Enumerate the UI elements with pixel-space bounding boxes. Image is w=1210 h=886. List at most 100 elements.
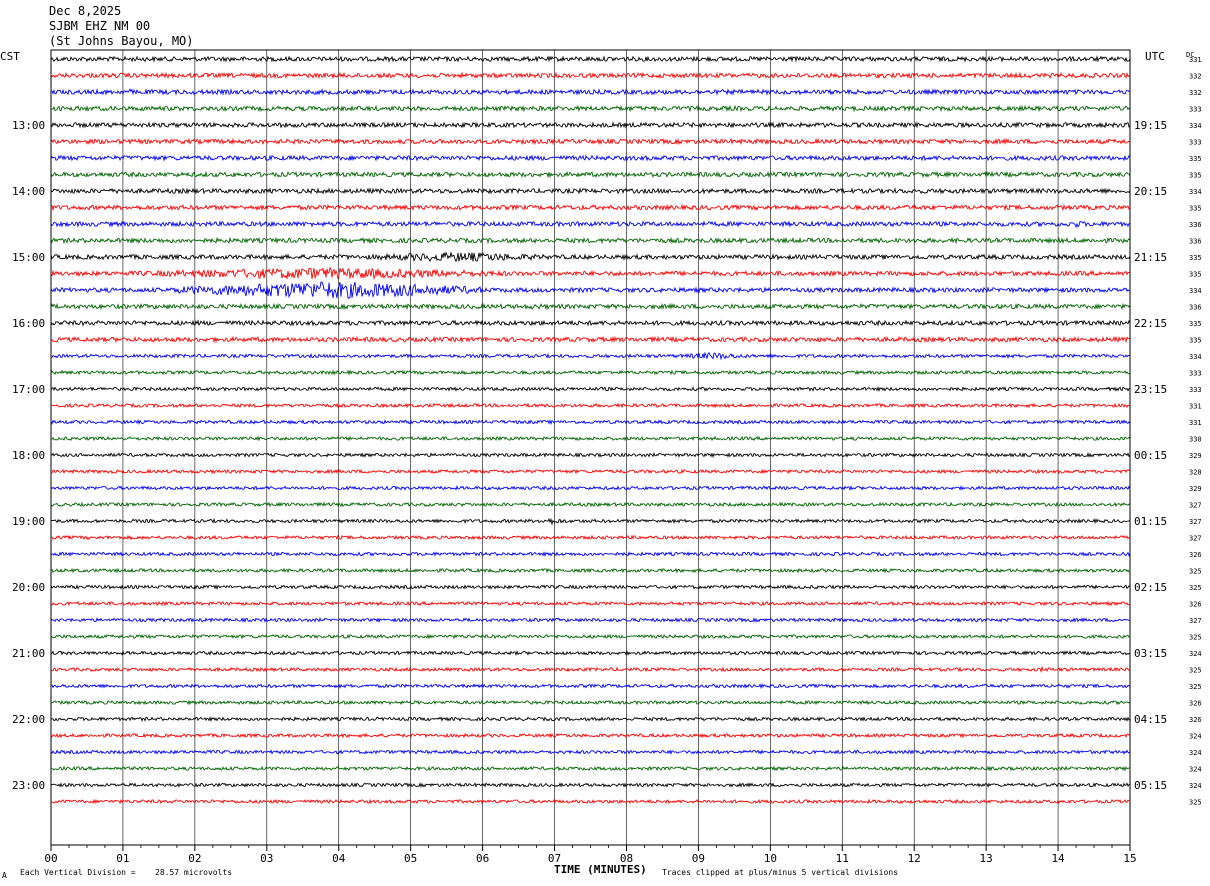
trace-row-14 <box>50 281 1131 299</box>
trace-row-0 <box>50 55 1131 63</box>
trace-row-6 <box>50 154 1131 162</box>
x-tick-label: 05 <box>404 852 417 865</box>
left-hour-label: 22:00 <box>12 713 45 726</box>
left-hour-label: 21:00 <box>12 647 45 660</box>
trace-row-2 <box>50 88 1131 96</box>
trace-row-36 <box>50 650 1131 656</box>
right-zone-label: UTC <box>1145 50 1165 63</box>
dc-offset-label: 329 <box>1189 485 1202 493</box>
trace-row-32 <box>50 584 1131 591</box>
trace-row-20 <box>50 386 1131 392</box>
dc-offset-label: 336 <box>1189 304 1202 312</box>
dc-offset-label: 326 <box>1189 716 1202 724</box>
dc-offset-label: 335 <box>1189 271 1202 279</box>
right-hour-label: 01:15 <box>1134 515 1167 528</box>
trace-row-13 <box>50 266 1131 280</box>
dc-offset-label: 332 <box>1189 73 1202 81</box>
trace-row-8 <box>50 187 1131 195</box>
trace-row-44 <box>50 782 1131 788</box>
clip-note: Traces clipped at plus/minus 5 vertical … <box>662 868 899 877</box>
dc-offset-label: 335 <box>1189 254 1202 262</box>
left-hour-label: 19:00 <box>12 515 45 528</box>
right-hour-label: 21:15 <box>1134 251 1167 264</box>
division-value: 28.57 microvolts <box>155 868 233 877</box>
label-layer: CST UTC DC 00 01 02 03 04 05 06 07 08 09 10 11 12 13 1… <box>0 50 1202 865</box>
dc-offset-label: 327 <box>1189 518 1202 526</box>
dc-offset-label: 336 <box>1189 238 1202 246</box>
x-tick-label: 04 <box>332 852 346 865</box>
left-hour-label: 14:00 <box>12 185 45 198</box>
x-tick-label: 10 <box>764 852 777 865</box>
dc-offset-label: 335 <box>1189 155 1202 163</box>
x-tick-label: 08 <box>620 852 633 865</box>
x-tick-label: 02 <box>188 852 201 865</box>
dc-offset-label: 325 <box>1189 584 1202 592</box>
trace-row-27 <box>50 501 1131 508</box>
trace-row-11 <box>50 236 1131 245</box>
x-tick-label: 13 <box>980 852 993 865</box>
dc-offset-label: 336 <box>1189 221 1202 229</box>
trace-row-3 <box>50 104 1131 113</box>
dc-offset-label: 335 <box>1189 337 1202 345</box>
dc-label: DC <box>1186 51 1194 59</box>
dc-offset-label: 325 <box>1189 667 1202 675</box>
x-tick-label: 09 <box>692 852 705 865</box>
dc-offset-label: 330 <box>1189 436 1202 444</box>
dc-offset-label: 331 <box>1189 56 1202 64</box>
dc-offset-label: 327 <box>1189 502 1202 510</box>
right-hour-label: 02:15 <box>1134 581 1167 594</box>
trace-row-22 <box>50 419 1131 426</box>
trace-row-42 <box>50 749 1131 755</box>
plot-frame <box>50 49 1131 846</box>
dc-offset-label: 327 <box>1189 535 1202 543</box>
left-hour-label: 18:00 <box>12 449 45 462</box>
dc-offset-label: 326 <box>1189 601 1202 609</box>
right-hour-label: 19:15 <box>1134 119 1167 132</box>
header-date: Dec 8,2025 <box>49 4 122 18</box>
trace-row-30 <box>50 551 1131 557</box>
dc-offset-label: 325 <box>1189 634 1202 642</box>
trace-row-10 <box>50 220 1131 229</box>
trace-row-26 <box>50 485 1131 491</box>
trace-row-45 <box>50 798 1131 805</box>
trace-row-29 <box>50 534 1131 541</box>
x-tick-label: 11 <box>836 852 849 865</box>
trace-row-25 <box>50 468 1131 475</box>
right-hour-label: 00:15 <box>1134 449 1167 462</box>
trace-row-35 <box>50 633 1131 640</box>
dc-offset-label: 324 <box>1189 749 1202 757</box>
right-hour-label: 03:15 <box>1134 647 1167 660</box>
dc-offset-label: 331 <box>1189 403 1202 411</box>
trace-row-12 <box>50 251 1131 263</box>
dc-offset-label: 331 <box>1189 419 1202 427</box>
trace-row-31 <box>50 567 1131 574</box>
x-tick-label: 14 <box>1051 852 1065 865</box>
left-hour-label: 23:00 <box>12 779 45 792</box>
x-tick-label: 12 <box>908 852 921 865</box>
dc-offset-label: 325 <box>1189 683 1202 691</box>
header-station: SJBM EHZ NM 00 <box>49 19 151 33</box>
trace-row-9 <box>50 203 1131 212</box>
dc-offset-label: 326 <box>1189 551 1202 559</box>
right-hour-label: 23:15 <box>1134 383 1167 396</box>
dc-offset-label: 335 <box>1189 320 1202 328</box>
left-hour-label: 17:00 <box>12 383 45 396</box>
header-location: (St Johns Bayou, MO) <box>49 34 194 48</box>
dc-offset-label: 335 <box>1189 205 1202 213</box>
trace-row-4 <box>50 121 1131 129</box>
trace-row-18 <box>50 351 1131 361</box>
left-zone-label: CST <box>0 50 20 63</box>
trace-layer <box>50 55 1131 805</box>
grid-layer <box>50 49 1131 851</box>
trace-row-5 <box>50 137 1131 146</box>
dc-offset-label: 328 <box>1189 469 1202 477</box>
x-axis-title: TIME (MINUTES) <box>554 863 647 876</box>
dc-offset-label: 326 <box>1189 700 1202 708</box>
left-hour-label: 13:00 <box>12 119 45 132</box>
division-text: Each Vertical Division = <box>20 868 136 877</box>
trace-row-21 <box>50 402 1131 409</box>
trace-row-38 <box>50 682 1131 690</box>
left-hour-label: 16:00 <box>12 317 45 330</box>
right-hour-label: 20:15 <box>1134 185 1167 198</box>
